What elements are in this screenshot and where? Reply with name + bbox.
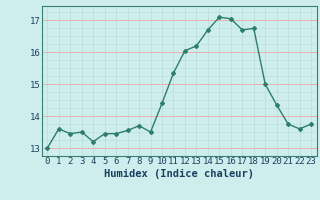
- X-axis label: Humidex (Indice chaleur): Humidex (Indice chaleur): [104, 169, 254, 179]
